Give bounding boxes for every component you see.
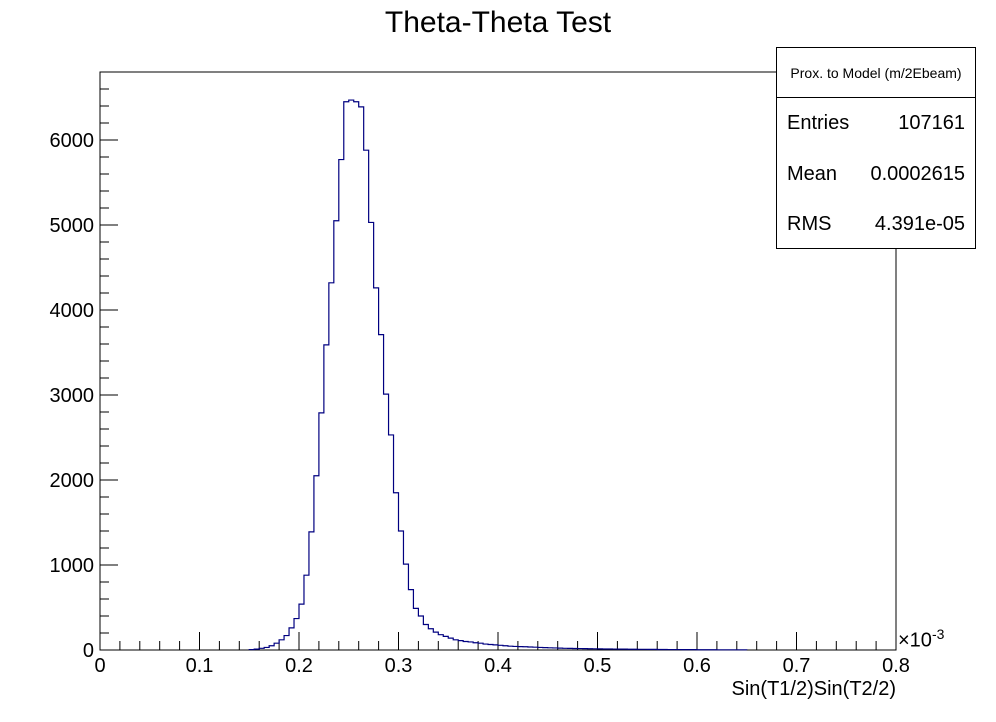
y-tick-label: 6000	[50, 130, 95, 152]
x-tick-label: 0.6	[683, 655, 711, 677]
y-tick-label: 4000	[50, 300, 95, 322]
x-tick-label: 0.1	[186, 655, 214, 677]
chart-title: Theta-Theta Test	[384, 6, 612, 39]
x-tick-label: 0.4	[484, 655, 512, 677]
stats-entries-label: Entries	[787, 112, 850, 134]
stats-mean-row: Mean 0.0002615	[787, 163, 965, 186]
x-tick-label: 0	[94, 655, 105, 677]
x-axis-multiplier-exponent: -3	[931, 626, 945, 642]
x-tick-label: 0.2	[285, 655, 313, 677]
y-tick-label: 3000	[50, 385, 95, 407]
histogram-line	[248, 99, 748, 651]
stats-box-title: Prox. to Model (m/2Ebeam)	[777, 48, 975, 98]
stats-mean-value: 0.0002615	[870, 163, 965, 185]
x-axis-multiplier: ×10-3	[898, 626, 944, 653]
x-axis-multiplier-base: ×10	[898, 629, 932, 652]
stats-rms-value: 4.391e-05	[874, 213, 965, 235]
x-axis-title: Sin(T1/2)Sin(T2/2)	[731, 678, 897, 700]
stats-entries-value: 107161	[898, 112, 965, 134]
y-tick-label: 5000	[50, 215, 95, 237]
x-tick-label: 0.8	[882, 655, 910, 677]
y-tick-label: 1000	[50, 555, 95, 577]
x-tick-label: 0.3	[385, 655, 413, 677]
y-tick-label: 0	[83, 640, 94, 662]
stats-box: Prox. to Model (m/2Ebeam) Entries 107161…	[776, 47, 976, 249]
tick-labels: 0 0.1 0.2 0.3 0.4 0.5 0.6 0.7 0.8 0 1000 2000 3000 40…	[50, 130, 910, 677]
x-tick-label: 0.7	[783, 655, 811, 677]
y-tick-label: 2000	[50, 470, 95, 492]
x-tick-label: 0.5	[584, 655, 612, 677]
stats-entries-row: Entries 107161	[787, 112, 965, 135]
stats-rms-label: RMS	[787, 213, 832, 235]
stats-mean-label: Mean	[787, 163, 838, 185]
stats-rms-row: RMS 4.391e-05	[787, 213, 965, 236]
